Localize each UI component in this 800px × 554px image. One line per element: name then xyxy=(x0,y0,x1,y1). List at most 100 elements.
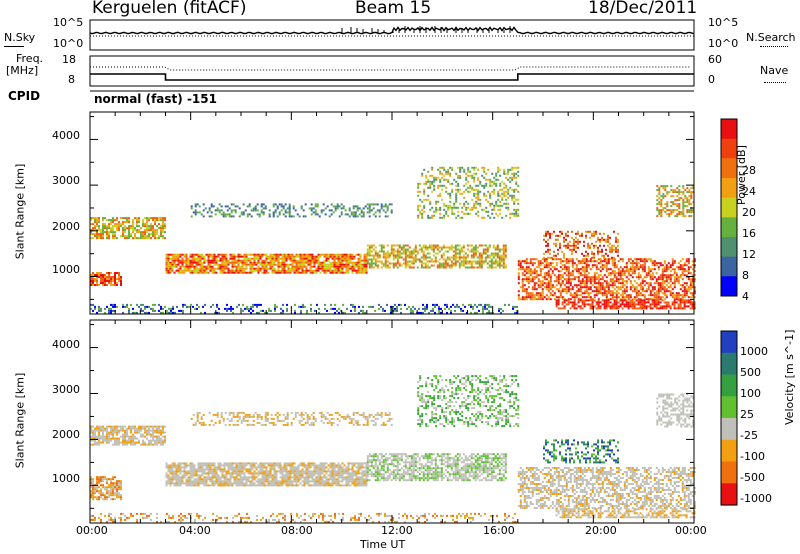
velocity-cell xyxy=(134,441,136,444)
power-cell xyxy=(661,276,664,279)
power-cell xyxy=(535,294,538,297)
velocity-cell xyxy=(160,433,162,436)
power-cell xyxy=(300,309,302,312)
power-cell xyxy=(649,284,652,287)
velocity-cell xyxy=(175,466,178,469)
power-cell xyxy=(307,259,310,262)
power-cell xyxy=(595,244,597,247)
power-cell xyxy=(291,259,294,262)
velocity-cell xyxy=(118,439,120,442)
power-cell xyxy=(279,265,282,268)
power-cell xyxy=(248,309,250,312)
power-cell xyxy=(637,303,640,306)
power-cell xyxy=(477,190,480,193)
velocity-cell xyxy=(96,443,98,446)
power-cell xyxy=(609,280,612,283)
velocity-cell xyxy=(146,431,148,434)
power-cell xyxy=(152,219,154,222)
power-cell xyxy=(617,278,620,281)
power-cell xyxy=(690,197,693,200)
power-cell xyxy=(316,203,319,206)
power-cell xyxy=(465,208,468,211)
power-cell xyxy=(158,217,160,220)
power-cell xyxy=(676,209,679,212)
power-cell xyxy=(678,191,681,194)
power-cell xyxy=(657,307,660,310)
power-cell xyxy=(496,252,499,255)
velocity-cell xyxy=(126,431,128,434)
power-cell xyxy=(455,188,458,191)
power-cell xyxy=(320,211,323,214)
power-cell xyxy=(365,259,368,262)
power-cell xyxy=(231,267,234,270)
power-cell xyxy=(681,299,684,302)
power-cell xyxy=(335,271,338,274)
power-cell xyxy=(681,307,684,310)
power-cell xyxy=(662,195,665,198)
power-cell xyxy=(182,309,184,312)
power-cell xyxy=(366,211,369,214)
power-cell xyxy=(585,266,588,269)
power-cell xyxy=(625,282,628,285)
power-cell xyxy=(687,278,690,281)
power-cell xyxy=(277,269,280,272)
power-cell xyxy=(365,255,368,258)
power-cell xyxy=(315,271,318,274)
power-cell xyxy=(597,278,600,281)
power-cell xyxy=(692,201,695,204)
power-cell xyxy=(406,262,409,265)
power-cell xyxy=(655,290,658,293)
power-cell xyxy=(651,294,654,297)
power-cell xyxy=(408,246,411,249)
power-cell xyxy=(305,267,308,270)
power-cell xyxy=(673,298,676,301)
power-cell xyxy=(561,230,563,233)
power-cell xyxy=(447,208,450,211)
power-cell xyxy=(557,280,560,283)
power-cell xyxy=(683,292,686,295)
power-cell xyxy=(693,303,696,306)
power-cell xyxy=(671,264,674,267)
power-cell xyxy=(656,195,659,198)
power-cell xyxy=(169,271,172,274)
power-cell xyxy=(497,168,500,171)
power-cell xyxy=(217,253,220,256)
power-cell xyxy=(185,255,188,258)
velocity-cell xyxy=(116,492,118,495)
power-cell xyxy=(496,262,499,265)
power-cell xyxy=(435,202,438,205)
power-cell xyxy=(257,269,260,272)
power-cell xyxy=(214,311,216,314)
power-cell xyxy=(365,267,368,270)
power-cell xyxy=(493,216,496,219)
power-cell xyxy=(162,221,164,224)
velocity-cell xyxy=(98,490,100,493)
power-cell xyxy=(358,213,361,216)
velocity-cell xyxy=(104,496,106,499)
power-cell xyxy=(537,294,540,297)
power-cell xyxy=(557,234,559,237)
power-cell xyxy=(557,248,559,251)
power-cell xyxy=(331,253,334,256)
power-cell xyxy=(98,309,100,312)
power-cell xyxy=(110,223,112,226)
power-cell xyxy=(144,307,146,310)
power-cell xyxy=(390,248,393,251)
power-cell xyxy=(340,207,343,210)
power-cell xyxy=(535,272,538,275)
power-cell xyxy=(96,219,98,222)
power-cell xyxy=(689,292,692,295)
power-cell xyxy=(513,176,516,179)
power-cell xyxy=(559,242,561,245)
velocity-cell xyxy=(156,439,158,442)
power-cell xyxy=(577,268,580,271)
power-cell xyxy=(252,309,254,312)
power-cell xyxy=(361,269,364,272)
power-cell xyxy=(363,261,366,264)
power-cell xyxy=(255,253,258,256)
power-cell xyxy=(160,217,162,220)
power-cell xyxy=(281,263,284,266)
power-cell xyxy=(374,250,377,253)
power-cell xyxy=(659,282,662,285)
power-cell xyxy=(645,301,648,304)
